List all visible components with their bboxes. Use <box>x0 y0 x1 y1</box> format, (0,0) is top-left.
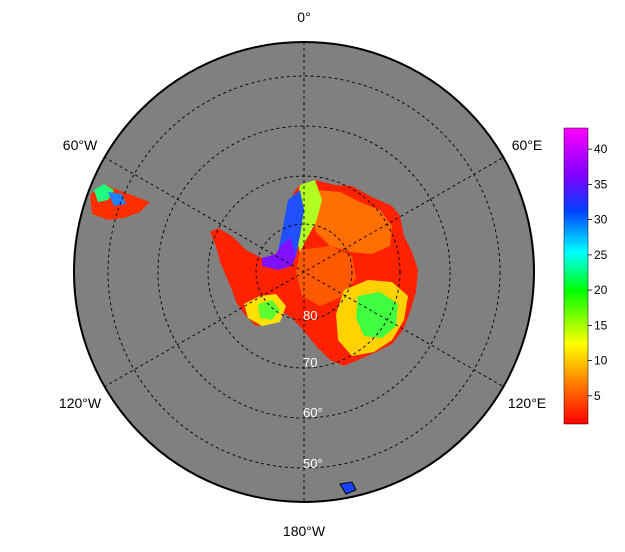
lat-label-50: 50° <box>303 456 323 471</box>
lat-label-60: 60° <box>303 405 323 420</box>
colorbar-tick-label: 15 <box>594 318 608 332</box>
lon-label-60e: 60°E <box>512 137 543 153</box>
south-america-green <box>94 184 114 202</box>
colorbar-ticks: 5 10 15 20 25 30 35 40 <box>588 142 608 403</box>
graticule <box>103 42 505 502</box>
lat-label-70: 70 <box>303 355 317 370</box>
colorbar-tick-label: 30 <box>594 213 608 227</box>
colorbar-tick-label: 20 <box>594 283 608 297</box>
colorbar-gradient <box>563 127 589 425</box>
region-orange-center <box>296 246 356 306</box>
lat-circle-60 <box>157 125 451 419</box>
colorbar-tick-label: 35 <box>594 177 608 191</box>
region-green <box>356 292 398 338</box>
island-south <box>339 481 357 495</box>
south-america-blue <box>108 192 126 206</box>
colorbar-tick-label: 10 <box>594 354 608 368</box>
lon-label-180w: 180°W <box>283 523 326 539</box>
colorbar: 5 10 15 20 25 30 35 40 <box>563 127 608 425</box>
lat-circle-80 <box>255 223 353 321</box>
lon-label-120e: 120°E <box>508 395 546 411</box>
region-west-green <box>258 300 280 320</box>
colorbar-tick-label: 40 <box>594 142 608 156</box>
colorbar-tick-label: 5 <box>594 389 601 403</box>
lon-label-0: 0° <box>297 9 310 25</box>
lon-label-120w: 120°W <box>59 395 102 411</box>
colorbar-tick-label: 25 <box>594 248 608 262</box>
lat-label-80: 80 <box>303 308 317 323</box>
meridian-120 <box>103 156 505 388</box>
lon-label-60w: 60°W <box>63 137 98 153</box>
region-orange-east <box>310 190 392 254</box>
